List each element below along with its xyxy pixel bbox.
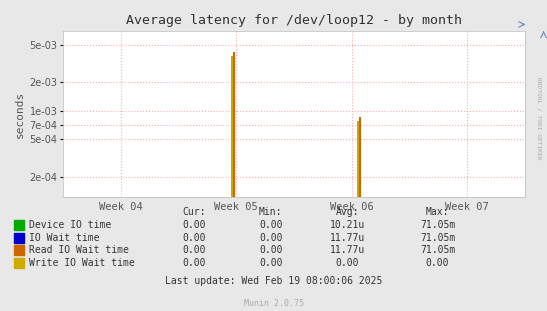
- Text: Min:: Min:: [259, 207, 282, 217]
- Text: Munin 2.0.75: Munin 2.0.75: [243, 299, 304, 308]
- Text: 0.00: 0.00: [183, 220, 206, 230]
- Text: IO Wait time: IO Wait time: [29, 233, 100, 243]
- Text: Cur:: Cur:: [183, 207, 206, 217]
- Text: 0.00: 0.00: [259, 233, 282, 243]
- Y-axis label: seconds: seconds: [15, 91, 25, 138]
- Text: 11.77u: 11.77u: [330, 245, 365, 255]
- Text: 11.77u: 11.77u: [330, 233, 365, 243]
- Text: 0.00: 0.00: [183, 258, 206, 268]
- Text: Last update: Wed Feb 19 08:00:06 2025: Last update: Wed Feb 19 08:00:06 2025: [165, 276, 382, 286]
- Text: 0.00: 0.00: [259, 220, 282, 230]
- Text: 71.05m: 71.05m: [420, 233, 455, 243]
- Text: 71.05m: 71.05m: [420, 245, 455, 255]
- Text: 0.00: 0.00: [426, 258, 449, 268]
- Text: Write IO Wait time: Write IO Wait time: [29, 258, 135, 268]
- Text: RRDTOOL / TOBI OETIKER: RRDTOOL / TOBI OETIKER: [536, 77, 542, 160]
- Text: 0.00: 0.00: [183, 233, 206, 243]
- Text: 0.00: 0.00: [336, 258, 359, 268]
- Text: Avg:: Avg:: [336, 207, 359, 217]
- Text: 0.00: 0.00: [183, 245, 206, 255]
- Text: 10.21u: 10.21u: [330, 220, 365, 230]
- Text: Device IO time: Device IO time: [29, 220, 111, 230]
- Text: 71.05m: 71.05m: [420, 220, 455, 230]
- Text: 0.00: 0.00: [259, 258, 282, 268]
- Text: 0.00: 0.00: [259, 245, 282, 255]
- Title: Average latency for /dev/loop12 - by month: Average latency for /dev/loop12 - by mon…: [126, 14, 462, 27]
- Text: Read IO Wait time: Read IO Wait time: [29, 245, 129, 255]
- Text: Max:: Max:: [426, 207, 449, 217]
